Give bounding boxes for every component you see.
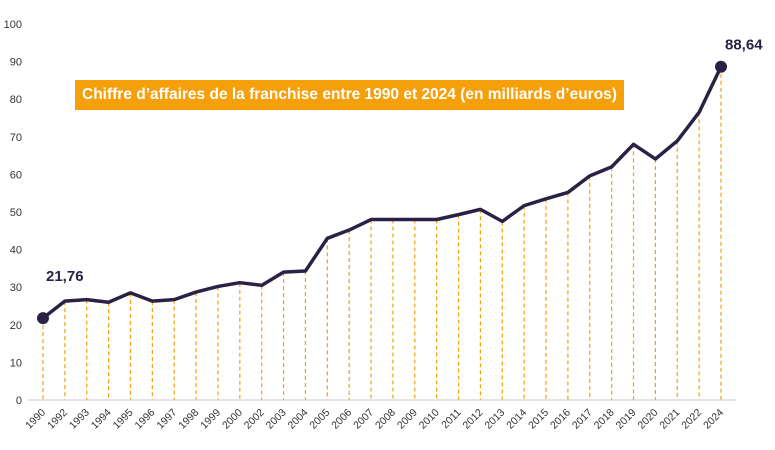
end-markers [37,60,727,325]
x-tick-label: 2012 [461,407,486,432]
x-tick-label: 2016 [548,407,573,432]
y-tick-label: 60 [10,169,22,181]
y-tick-label: 10 [10,357,22,369]
x-tick-label: 1999 [198,407,223,432]
y-tick-label: 50 [10,207,22,219]
x-tick-label: 1995 [111,407,136,432]
y-tick-label: 90 [10,57,22,69]
x-tick-label: 2006 [329,407,354,432]
drop-lines [42,66,722,400]
x-tick-label: 2018 [592,407,617,432]
x-axis-ticks: 1990199219931994199519961997199819992000… [23,407,726,432]
x-tick-label: 1996 [132,407,157,432]
x-tick-label: 2015 [526,407,551,432]
data-label: 21,76 [46,268,84,285]
x-tick-label: 2013 [482,407,507,432]
x-tick-label: 2014 [504,407,529,432]
x-tick-label: 1993 [67,407,92,432]
y-tick-label: 0 [16,395,22,407]
x-tick-label: 2003 [264,407,289,432]
x-tick-label: 2002 [242,407,267,432]
x-tick-label: 1997 [154,407,179,432]
x-tick-label: 1992 [45,407,70,432]
x-tick-label: 2019 [614,407,639,432]
data-point-marker [37,312,49,325]
data-point-marker [715,60,727,73]
x-tick-label: 2020 [636,407,661,432]
x-tick-label: 2011 [439,407,464,432]
x-tick-label: 1998 [176,407,201,432]
y-tick-label: 80 [10,94,22,106]
data-label: 88,64 [725,37,763,54]
x-tick-label: 2000 [220,407,245,432]
x-tick-label: 2008 [373,407,398,432]
x-tick-label: 2010 [417,407,442,432]
x-tick-label: 2017 [570,407,595,432]
x-tick-label: 2024 [701,407,726,432]
y-tick-label: 30 [10,282,22,294]
y-tick-label: 20 [10,320,22,332]
x-tick-label: 2021 [657,407,682,432]
x-tick-label: 2009 [395,407,420,432]
x-tick-label: 2004 [286,407,311,432]
x-tick-label: 1994 [89,407,114,432]
x-tick-label: 2007 [351,407,376,432]
x-tick-label: 2022 [679,407,704,432]
y-tick-label: 40 [10,245,22,257]
data-labels: 21,76 88,64 [46,37,763,285]
x-tick-label: 2005 [307,407,332,432]
x-tick-label: 1990 [23,407,48,432]
chart-title: Chiffre d’affaires de la franchise entre… [75,80,624,110]
series-line [41,64,723,320]
y-axis-ticks: 0 10 20 30 40 50 60 70 80 90 100 [4,19,22,407]
y-tick-label: 100 [4,19,22,31]
y-tick-label: 70 [10,132,22,144]
